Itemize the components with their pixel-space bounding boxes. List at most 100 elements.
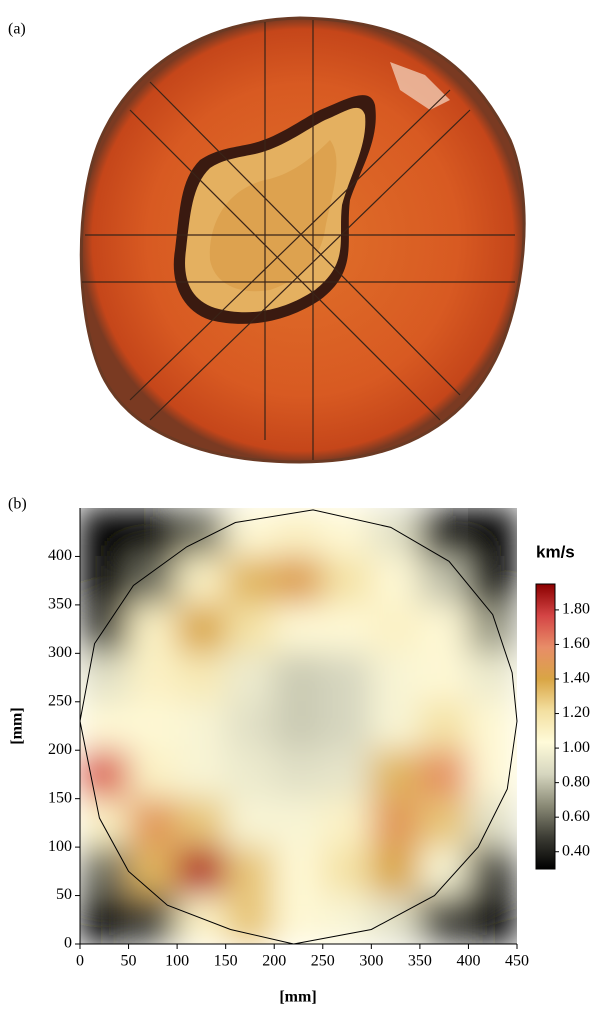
heat-cell: [274, 798, 324, 847]
heat-cell: [80, 895, 130, 944]
heat-cell: [419, 556, 469, 605]
heat-cell: [128, 798, 178, 847]
colorbar-tick-label: 0.40: [562, 842, 590, 859]
x-tick-label: 0: [76, 953, 84, 970]
heat-cell: [225, 508, 275, 557]
x-tick-label: 50: [121, 953, 137, 970]
heat-cell: [371, 895, 421, 944]
heat-cell: [225, 798, 275, 847]
heat-cell: [419, 750, 469, 799]
heat-cell: [322, 508, 372, 557]
heat-cell: [468, 701, 518, 750]
heat-cell: [468, 798, 518, 847]
x-tick-label: 100: [165, 953, 189, 970]
heat-cell: [128, 508, 178, 557]
y-tick-label: 50: [56, 886, 72, 903]
heat-cell: [322, 750, 372, 799]
page: {"panel_a": {"label": "(a)"}, "chart_dat…: [0, 0, 611, 1010]
heat-cell: [177, 750, 227, 799]
heat-cell: [274, 604, 324, 653]
tree-photo: [81, 18, 524, 462]
heat-cell: [468, 556, 518, 605]
x-tick-label: 400: [456, 953, 480, 970]
heat-cell: [371, 798, 421, 847]
heat-cell: [225, 750, 275, 799]
y-tick-label: 100: [48, 838, 72, 855]
heat-cell: [80, 556, 130, 605]
y-tick-label: 350: [48, 596, 72, 613]
x-tick-label: 200: [262, 953, 286, 970]
heat-cell: [128, 895, 178, 944]
heat-cell: [419, 701, 469, 750]
heat-cell: [371, 604, 421, 653]
heat-cell: [274, 653, 324, 702]
heat-cell: [80, 508, 130, 557]
heat-cell: [128, 847, 178, 896]
colorbar-tick-label: 0.60: [562, 808, 590, 825]
heat-cell: [419, 847, 469, 896]
heat-cell: [419, 508, 469, 557]
colorbar-tick-label: 1.00: [562, 739, 590, 756]
heat-cell: [177, 604, 227, 653]
heat-cell: [419, 604, 469, 653]
heat-cell: [468, 604, 518, 653]
heat-cell: [371, 847, 421, 896]
heat-cell: [128, 556, 178, 605]
heat-cell: [225, 895, 275, 944]
colorbar-title: km/s: [536, 542, 575, 561]
heat-cell: [80, 653, 130, 702]
heat-cell: [177, 556, 227, 605]
heat-cell: [322, 798, 372, 847]
heat-cell: [274, 895, 324, 944]
heat-cell: [419, 653, 469, 702]
heat-cell: [80, 798, 130, 847]
heat-cell: [468, 895, 518, 944]
heat-cell: [322, 847, 372, 896]
heat-cell: [371, 508, 421, 557]
colorbar-tick-label: 0.80: [562, 773, 590, 790]
figure: (a) (b) 05010015020025030035040045005010…: [0, 0, 611, 1010]
heat-cell: [225, 556, 275, 605]
heat-cell: [274, 750, 324, 799]
heat-cell: [225, 653, 275, 702]
heat-cell: [371, 653, 421, 702]
heat-cell: [128, 750, 178, 799]
heat-cell: [468, 750, 518, 799]
heat-cell: [322, 653, 372, 702]
heat-cell: [225, 701, 275, 750]
x-axis-label: [mm]: [279, 989, 316, 1006]
heat-cell: [177, 895, 227, 944]
y-tick-label: 0: [64, 935, 72, 952]
x-tick-label: 450: [505, 953, 529, 970]
heat-cell: [468, 653, 518, 702]
heat-cell: [225, 847, 275, 896]
heat-cell: [322, 556, 372, 605]
heat-cell: [419, 798, 469, 847]
y-tick-label: 200: [48, 741, 72, 758]
colorbar-tick-label: 1.80: [562, 601, 590, 618]
heat-cell: [322, 701, 372, 750]
heat-cell: [128, 653, 178, 702]
heat-cell: [274, 556, 324, 605]
heat-cell: [274, 701, 324, 750]
heat-cell: [468, 847, 518, 896]
y-tick-label: 400: [48, 547, 72, 564]
heat-cell: [371, 701, 421, 750]
heat-cells: [80, 508, 518, 945]
heat-cell: [177, 701, 227, 750]
heat-cell: [177, 847, 227, 896]
heat-cell: [225, 604, 275, 653]
heat-cell: [419, 895, 469, 944]
panel-label: (a): [8, 21, 26, 38]
y-axis-label: [mm]: [9, 707, 26, 744]
colorbar-tick-label: 1.60: [562, 635, 590, 652]
panel-label: (b): [8, 496, 27, 513]
heat-cell: [177, 798, 227, 847]
heat-cell: [274, 847, 324, 896]
heatmap: [80, 508, 518, 945]
x-tick-label: 250: [311, 953, 335, 970]
colorbar: [536, 584, 555, 869]
heat-cell: [371, 556, 421, 605]
y-tick-label: 150: [48, 789, 72, 806]
heat-cell: [177, 508, 227, 557]
